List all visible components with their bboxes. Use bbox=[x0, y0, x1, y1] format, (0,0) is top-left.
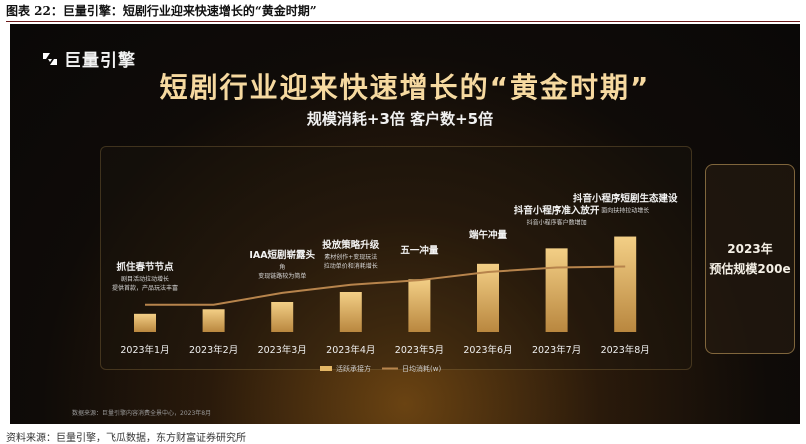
growth-chart: 2023年1月 2023年2月 2023年3月 2023年4月 2023年5月 2023年… bbox=[112, 193, 678, 373]
annotation-note: 素材创作+变现玩法 bbox=[324, 253, 377, 261]
annotation-title: 投放策略升级 bbox=[322, 239, 380, 251]
data-source-note: 数据来源：巨量引擎内容消费全景中心，2023年8月 bbox=[72, 410, 212, 417]
bar-7 bbox=[545, 248, 568, 332]
annotation-note: 面向扶持拉动增长 bbox=[601, 207, 649, 215]
annotation-note: 剧目活动拉动增长 bbox=[121, 275, 169, 283]
brand-logo-icon bbox=[43, 52, 57, 65]
annotation-note: 拉动单价和消耗增长 bbox=[324, 262, 378, 270]
brand-logo-text: 巨量引擎 bbox=[64, 51, 136, 71]
bar-3 bbox=[271, 302, 294, 332]
x-tick-label: 2023年7月 bbox=[532, 344, 581, 356]
annotation-note: 角 bbox=[279, 263, 285, 271]
annotation-note: 抖音小程序客户数增加 bbox=[527, 218, 587, 226]
figure-caption: 图表 22：巨量引擎：短剧行业迎来快速增长的“黄金时期” bbox=[6, 4, 317, 18]
caption-divider bbox=[6, 21, 800, 22]
legend-bar-swatch bbox=[320, 366, 332, 371]
bar-5 bbox=[408, 279, 431, 332]
x-tick-label: 2023年6月 bbox=[463, 344, 512, 356]
source-footer: 资料来源：巨量引擎，飞瓜数据，东方财富证券研究所 bbox=[6, 433, 246, 444]
bar-2 bbox=[202, 309, 225, 332]
estimate-box: 2023年 预估规模200e bbox=[705, 164, 795, 354]
annotation-title: 抖音小程序准入放开 bbox=[514, 204, 600, 216]
annotation-title: IAA短剧崭露头 bbox=[249, 249, 315, 261]
x-tick-label: 2023年3月 bbox=[258, 344, 307, 356]
annotation-title: 抓住春节节点 bbox=[116, 261, 174, 273]
annotation-note: 变现链路较为简单 bbox=[258, 272, 306, 280]
slide-panel: 巨量引擎 短剧行业迎来快速增长的“黄金时期” 规模消耗+3倍 客户数+5倍 20… bbox=[10, 24, 800, 424]
bar-8 bbox=[614, 236, 637, 332]
estimate-year: 2023年 bbox=[727, 242, 773, 256]
legend-line-label: 日均消耗(w) bbox=[402, 364, 441, 373]
bar-1 bbox=[134, 313, 156, 332]
annotation-note: 提供首款，产品玩法丰富 bbox=[112, 284, 178, 292]
x-tick-label: 2023年2月 bbox=[189, 344, 238, 356]
estimate-value: 预估规模200e bbox=[709, 262, 791, 276]
x-tick-label: 2023年1月 bbox=[120, 344, 169, 356]
annotation-title: 抖音小程序短剧生态建设 bbox=[573, 193, 678, 205]
x-tick-label: 2023年4月 bbox=[326, 344, 375, 356]
annotation-title: 端午冲量 bbox=[469, 229, 508, 241]
x-tick-label: 2023年5月 bbox=[395, 344, 444, 356]
slide-subtitle: 规模消耗+3倍 客户数+5倍 bbox=[306, 110, 494, 128]
x-tick-label: 2023年8月 bbox=[601, 344, 650, 356]
legend-bar-label: 活跃承接方 bbox=[336, 364, 371, 373]
line-series-daily-spend bbox=[145, 265, 626, 306]
bar-6 bbox=[477, 263, 499, 332]
bar-4 bbox=[339, 292, 362, 332]
annotation-title: 五一冲量 bbox=[400, 244, 439, 256]
slide-title: 短剧行业迎来快速增长的“黄金时期” bbox=[159, 71, 651, 104]
brand-logo: 巨量引擎 bbox=[40, 46, 136, 71]
